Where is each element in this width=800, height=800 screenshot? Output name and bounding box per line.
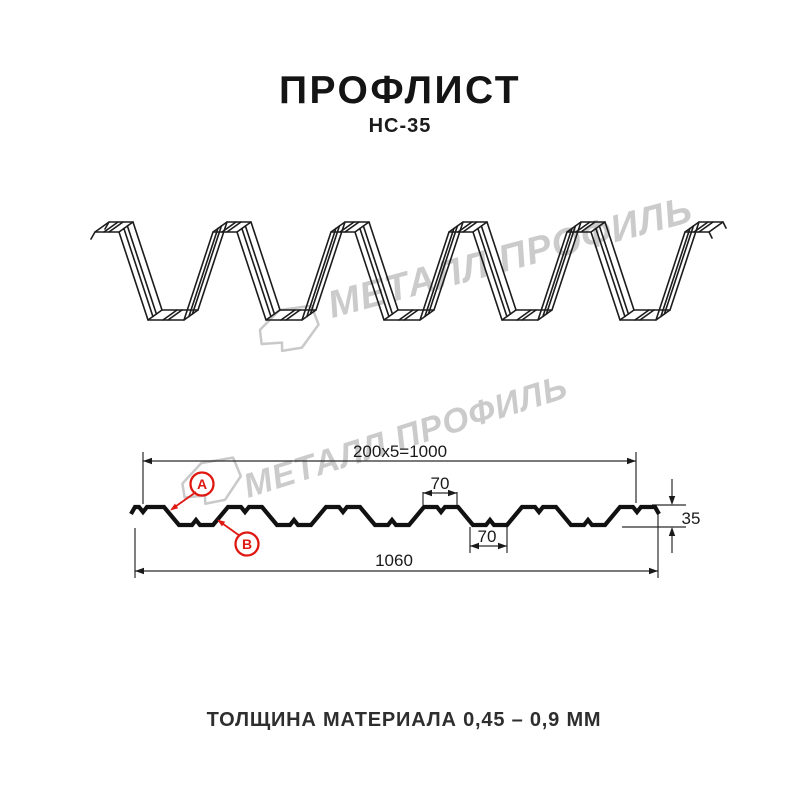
- sheet-3d-fill: [91, 222, 726, 320]
- callout-label-b: B: [242, 536, 252, 552]
- watermark-brand-text: МЕТАЛЛ ПРОФИЛЬ: [239, 368, 572, 506]
- callout-label-a: A: [197, 476, 207, 492]
- brand-logo-icon: [258, 304, 320, 353]
- cross-section-dimension-lines: [134, 452, 686, 578]
- dim-total-width-label: 1060: [375, 551, 413, 570]
- profile-cross-section-path: [129, 504, 661, 528]
- dim-top-width-label: 200x5=1000: [353, 442, 447, 461]
- dim-valley-width-label: 70: [478, 527, 497, 546]
- profile-model-subtitle: НС-35: [369, 115, 432, 137]
- page-title: ПРОФЛИСТ: [279, 69, 521, 112]
- callout-circle-a: [189, 471, 215, 497]
- thickness-note: ТОЛЩИНА МАТЕРИАЛА 0,45 – 0,9 ММ: [207, 709, 602, 731]
- callout-leaders: [170, 491, 241, 537]
- callout-circle-b: [234, 531, 260, 557]
- dim-height-label: 35: [682, 509, 701, 528]
- dim-crest-width-label: 70: [431, 474, 450, 493]
- watermark-logo-1: [258, 304, 320, 353]
- watermark-text-2: МЕТАЛЛ ПРОФИЛЬ: [239, 368, 572, 506]
- sheet-3d-outline: [90, 221, 727, 321]
- watermark-logo-2: [181, 456, 243, 505]
- brand-logo-icon: [181, 456, 243, 505]
